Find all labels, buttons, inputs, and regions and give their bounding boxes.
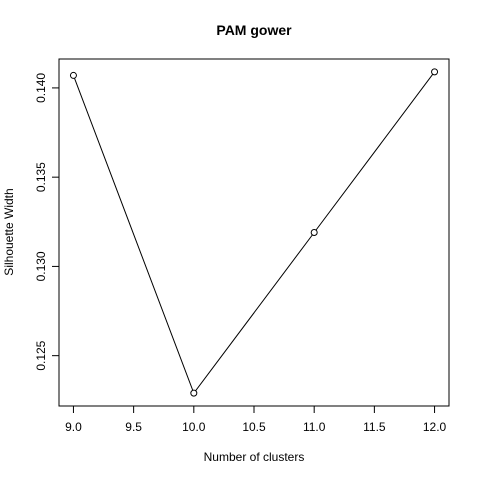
data-point-9: [69, 71, 77, 79]
y-tick-label: 0.125: [34, 340, 48, 370]
data-points: [69, 68, 439, 397]
data-point-11: [310, 229, 318, 236]
chart-title: PAM gower: [216, 22, 292, 38]
data-point-12: [431, 68, 439, 76]
x-tick-label: 11.5: [363, 420, 386, 434]
y-tick-label: 0.140: [34, 73, 48, 103]
plot-frame: [58, 58, 450, 407]
x-axis-label: Number of clusters: [204, 450, 305, 464]
x-tick-label: 11.0: [303, 420, 326, 434]
x-tick-label: 10.0: [182, 420, 206, 434]
series-line: [72, 71, 435, 395]
y-axis-label: Silhouette Width: [2, 188, 16, 275]
x-tick-label: 9.0: [65, 420, 82, 434]
y-tick-label: 0.135: [34, 162, 48, 192]
x-tick-label: 9.5: [125, 420, 142, 434]
x-axis: 9.0 9.5 10.0 10.5 11.0 11.5 12.0: [65, 405, 447, 434]
x-tick-label: 12.0: [423, 420, 447, 434]
x-tick-label: 10.5: [242, 420, 266, 434]
y-tick-label: 0.130: [34, 251, 48, 281]
y-axis: 0.125 0.130 0.135 0.140: [34, 73, 60, 371]
data-point-10: [190, 389, 198, 397]
